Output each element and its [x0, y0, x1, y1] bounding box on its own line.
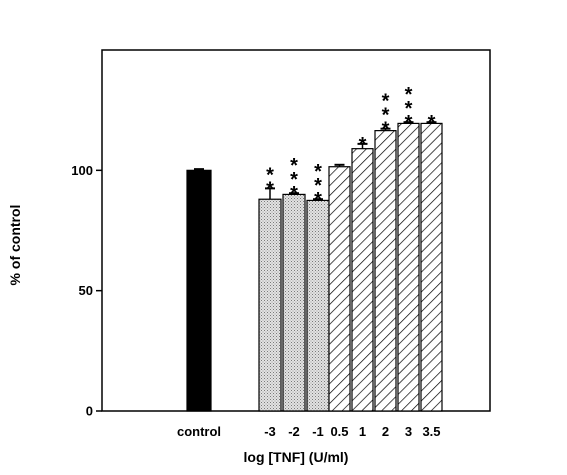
y-axis-title: % of control [7, 205, 23, 286]
y-tick-label: 50 [79, 283, 93, 298]
significance-star: * [290, 183, 298, 205]
significance-star: * [428, 112, 436, 134]
x-tick-label: 3 [405, 424, 412, 439]
x-tick-label: 0.5 [330, 424, 348, 439]
x-tick-label: control [177, 424, 221, 439]
bar [328, 166, 351, 412]
bar [306, 199, 330, 412]
significance-star: * [405, 112, 413, 134]
bar [397, 122, 420, 412]
significance-star: * [290, 155, 298, 177]
x-axis-labels: control -3 -2 -1 0.5 1 2 3 3.5 [177, 424, 441, 439]
significance-star: * [382, 91, 390, 113]
bar [186, 169, 212, 412]
bar [258, 198, 282, 412]
significance-star: * [266, 164, 274, 186]
significance-star: * [266, 178, 274, 200]
x-tick-label: -1 [312, 424, 324, 439]
bar [282, 193, 306, 412]
significance-star: * [314, 175, 322, 197]
significance-star: * [290, 169, 298, 191]
x-tick-label: 1 [359, 424, 366, 439]
bar [351, 148, 374, 412]
bar [420, 122, 443, 412]
significance-star: * [405, 84, 413, 106]
y-tick-label: 100 [71, 163, 93, 178]
x-tick-label: -2 [288, 424, 300, 439]
significance-star: * [359, 134, 367, 156]
bar [374, 130, 397, 412]
significance-star: * [314, 189, 322, 211]
y-tick-label: 0 [86, 404, 93, 419]
y-axis-ticks: 0 50 100 [71, 163, 102, 419]
x-tick-label: -3 [264, 424, 276, 439]
x-axis-title: log [TNF] (U/ml) [244, 449, 349, 465]
significance-star: * [405, 98, 413, 120]
significance-star: * [382, 119, 390, 141]
x-tick-label: 3.5 [422, 424, 440, 439]
significance-star: * [314, 161, 322, 183]
significance-star: * [382, 105, 390, 127]
bars-group: **************** [186, 84, 443, 412]
x-tick-label: 2 [382, 424, 389, 439]
